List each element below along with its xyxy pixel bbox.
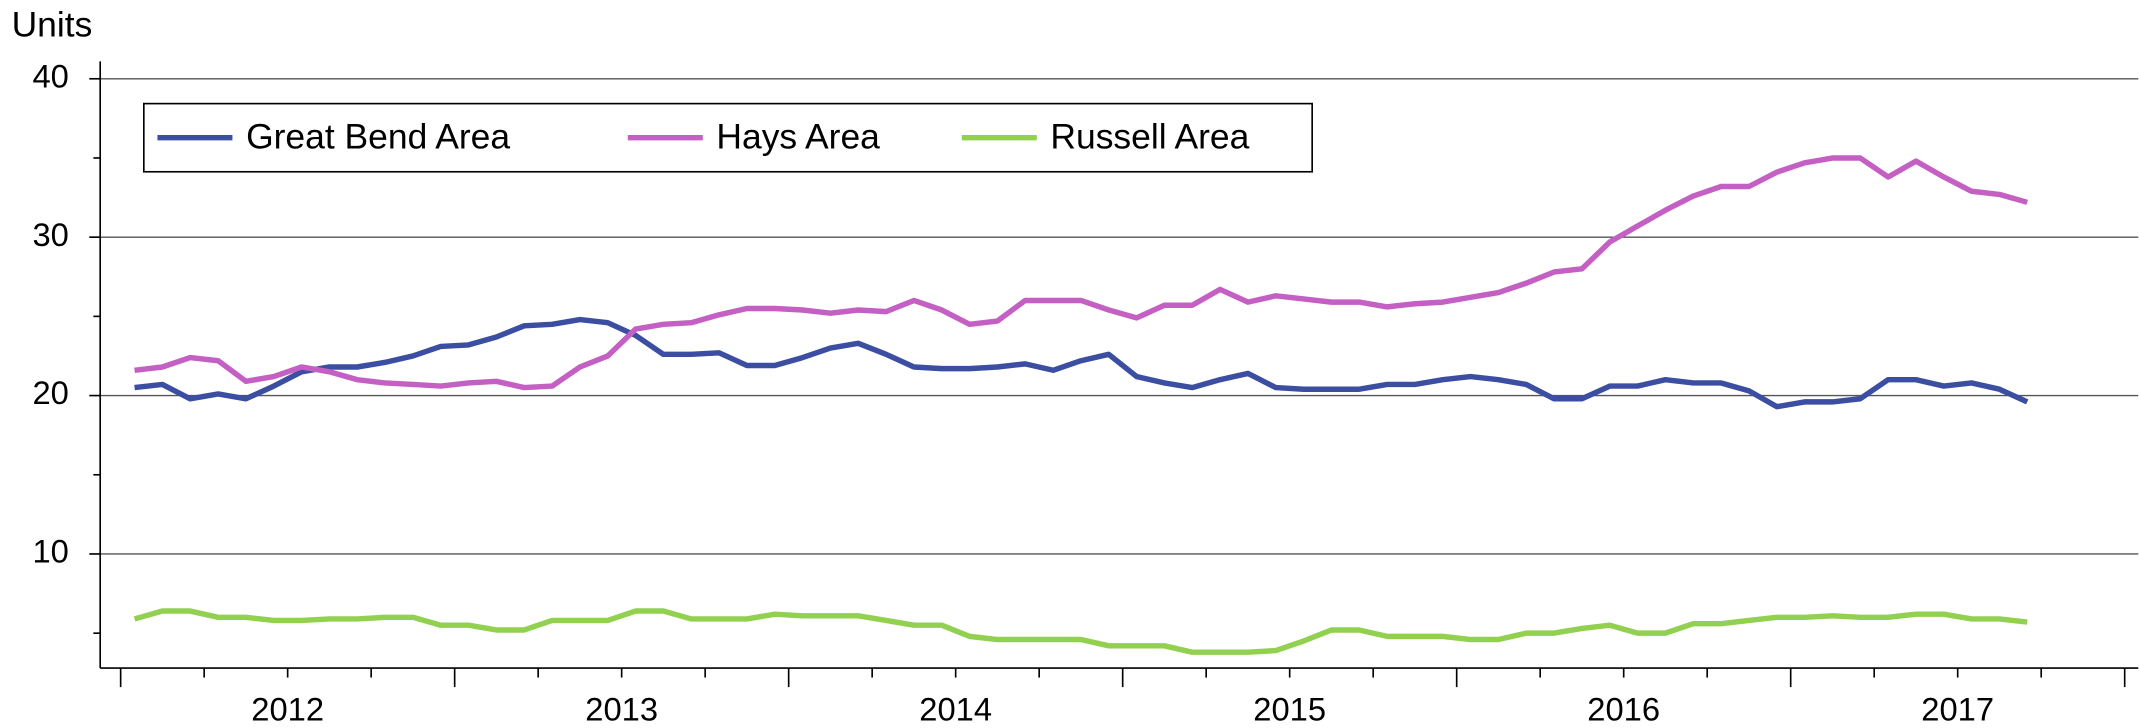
data-line xyxy=(134,155,2028,391)
y-tick-label: 40 xyxy=(32,57,68,94)
y-tick-label: 30 xyxy=(32,216,68,253)
legend-label: Great Bend Area xyxy=(246,116,510,156)
x-tick-label: 2013 xyxy=(585,690,658,727)
x-tick-label: 2016 xyxy=(1587,690,1660,727)
legend-label: Hays Area xyxy=(716,116,880,156)
y-tick-label: 10 xyxy=(32,533,68,570)
legend-box xyxy=(143,102,1313,173)
data-line xyxy=(133,608,2028,655)
data-line xyxy=(134,316,2029,410)
y-axis-unit: Units xyxy=(12,5,93,45)
x-tick-label: 2015 xyxy=(1253,690,1326,727)
legend-label: Russell Area xyxy=(1050,116,1249,156)
x-tick-label: 2012 xyxy=(251,690,324,727)
legend: Great Bend Area Hays Area Russell Area xyxy=(143,102,1313,173)
y-tick-label: 20 xyxy=(32,374,68,411)
x-tick-label: 2014 xyxy=(919,690,992,727)
x-tick-label: 2017 xyxy=(1921,690,1994,727)
